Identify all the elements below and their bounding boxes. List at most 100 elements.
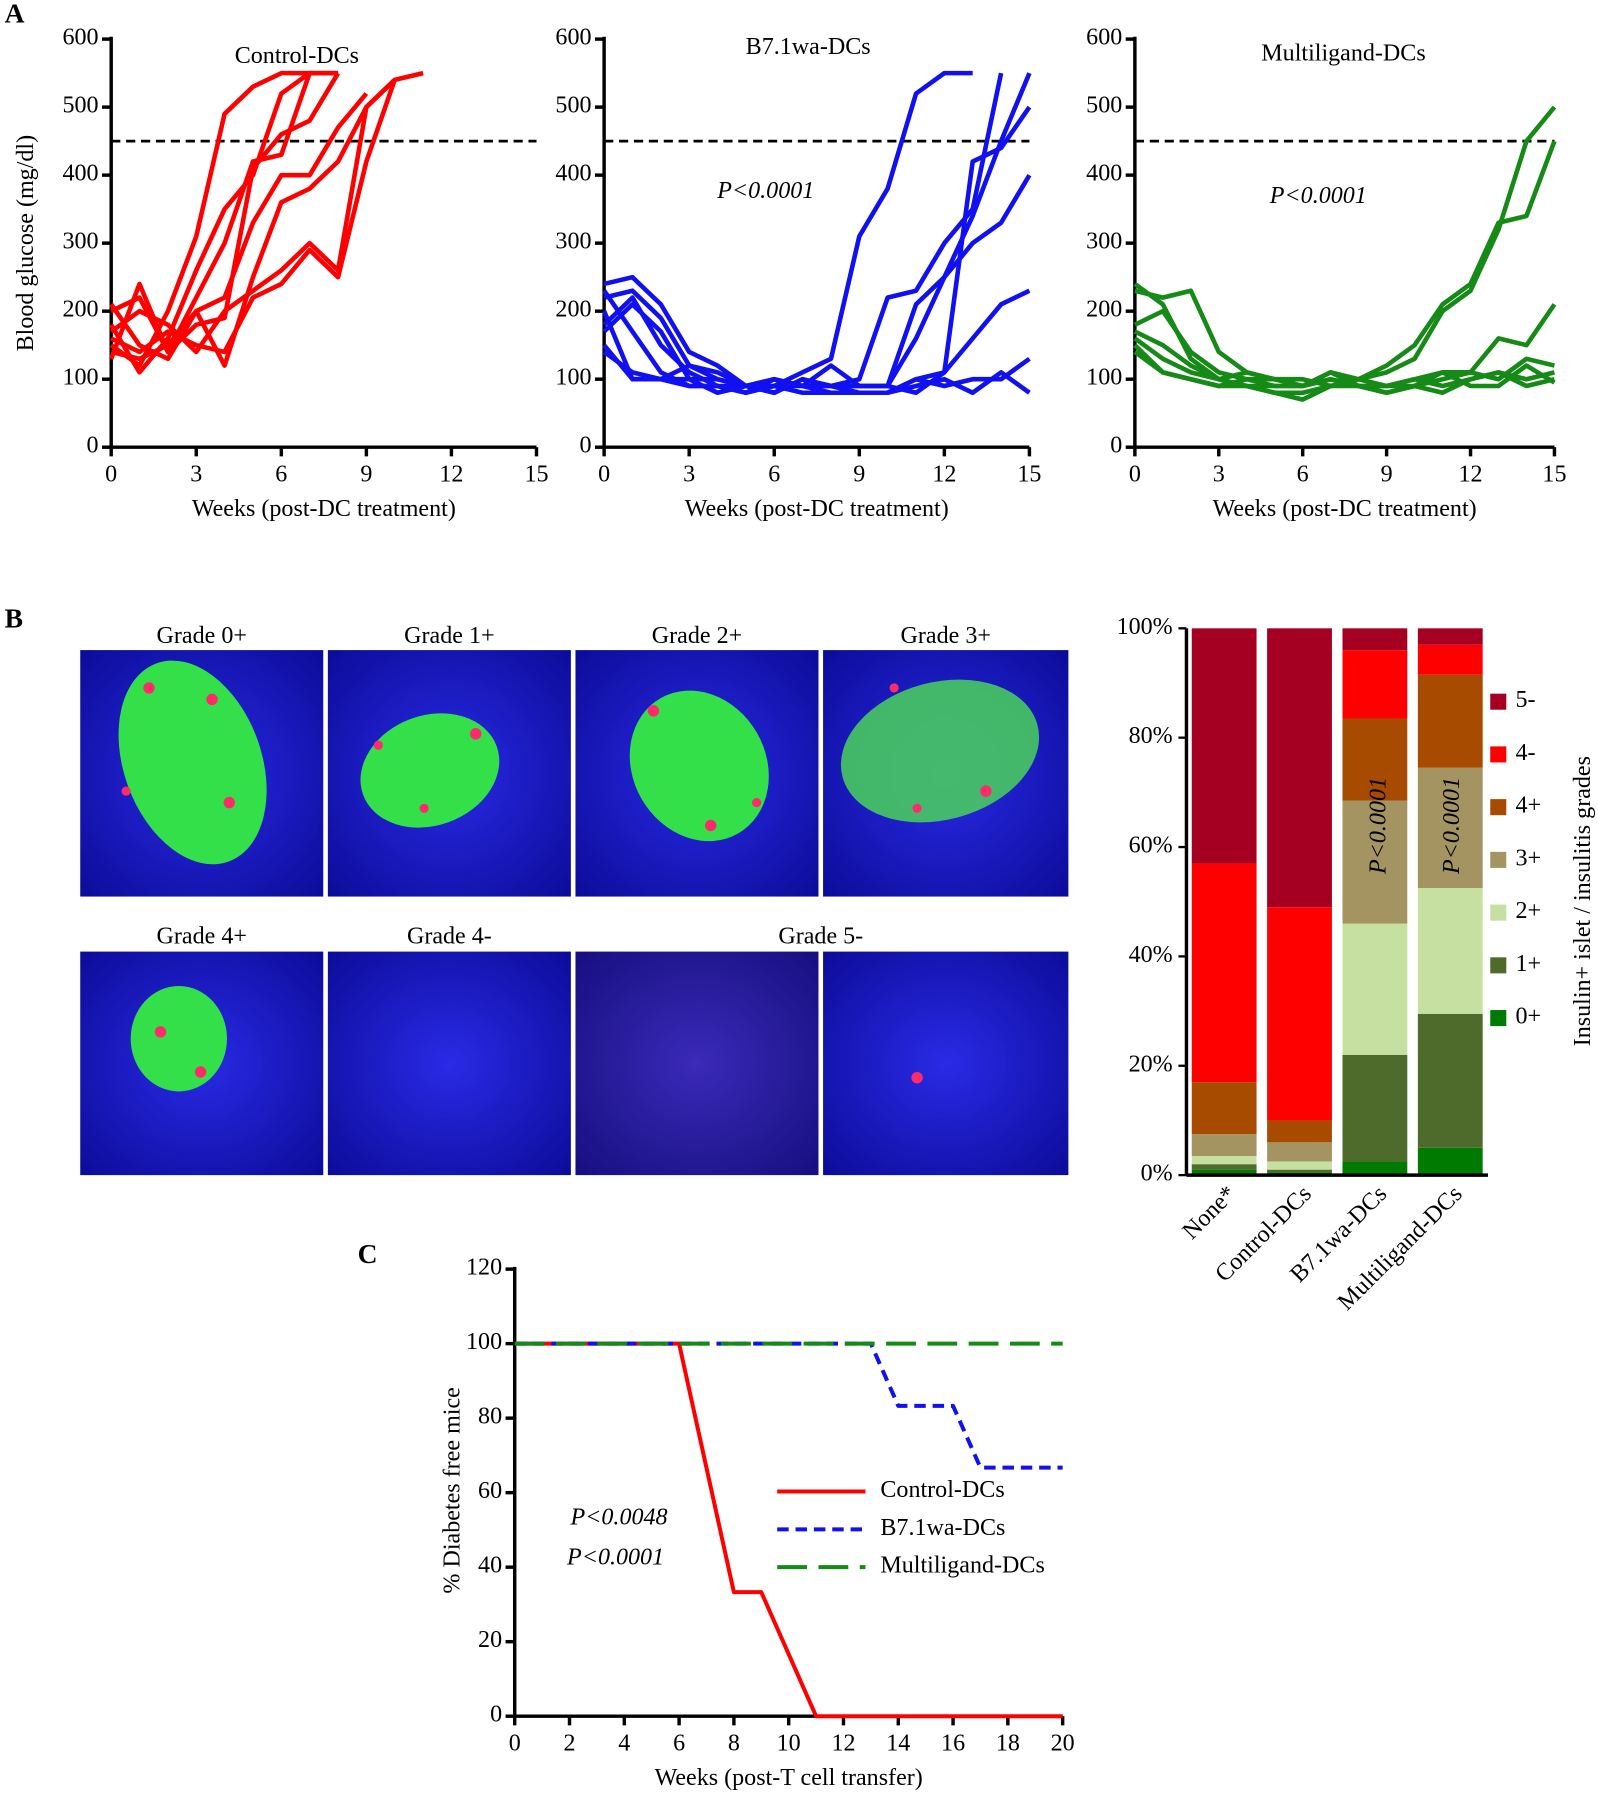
y-tick-label: 80% — [1129, 723, 1173, 749]
series-line — [109, 78, 397, 355]
islet — [130, 985, 227, 1092]
y-tick-label: 100 — [1086, 365, 1122, 391]
legend-label: 2+ — [1515, 898, 1541, 924]
legend-label: 4+ — [1515, 793, 1541, 819]
x-tick-label: None* — [1178, 1181, 1242, 1245]
legend-label: 5- — [1515, 687, 1535, 713]
x-tick-label: 15 — [1017, 461, 1041, 487]
micrograph-label: Grade 5- — [778, 923, 863, 949]
y-tick-label: 400 — [555, 161, 591, 187]
bar-segment — [1267, 1120, 1332, 1143]
islet — [360, 713, 500, 828]
x-tick-label: 12 — [439, 461, 463, 487]
y-tick-label: 0 — [490, 1702, 502, 1728]
bar-segment — [1191, 1134, 1257, 1156]
y-tick-label: 20% — [1129, 1051, 1173, 1077]
chart-title: Control-DCs — [235, 43, 359, 69]
bar-segment — [1191, 1164, 1257, 1170]
legend-label: 0+ — [1515, 1004, 1541, 1030]
x-axis-title: Weeks (post-T cell transfer) — [655, 1765, 923, 1791]
micrograph-label: Grade 4- — [407, 923, 492, 949]
x-tick-label: 3 — [190, 461, 202, 487]
legend-swatch — [1490, 957, 1507, 974]
y-tick-label: 100 — [62, 365, 98, 391]
x-tick-label: 6 — [1297, 461, 1309, 487]
y-tick-label: 300 — [555, 229, 591, 255]
x-tick-label: 18 — [996, 1730, 1020, 1756]
micrographs — [80, 650, 1069, 1176]
x-tick-label: 2 — [563, 1730, 575, 1756]
bar-segment — [1417, 767, 1483, 889]
y-tick-label: 300 — [62, 229, 98, 255]
y-tick-label: 200 — [555, 297, 591, 323]
series-line — [514, 1341, 1063, 1470]
y-tick-label: 60 — [478, 1478, 502, 1504]
y-tick-label: 40% — [1129, 942, 1173, 968]
legend-swatch — [1490, 851, 1507, 868]
legend-label: 4- — [1515, 740, 1535, 766]
y-tick-label: 500 — [62, 93, 98, 119]
legend-swatch — [1490, 746, 1507, 763]
islet — [840, 679, 1040, 823]
legend-label: 1+ — [1515, 951, 1541, 977]
x-tick-label: 4 — [618, 1730, 630, 1756]
chart-title: B7.1wa-DCs — [746, 34, 871, 60]
legend-swatch — [1490, 799, 1507, 816]
x-tick-label: 0 — [509, 1730, 521, 1756]
y-tick-label: 500 — [555, 93, 591, 119]
panel-label: C — [358, 1238, 378, 1269]
y-tick-label: 600 — [555, 25, 591, 51]
y-tick-label: 200 — [1086, 297, 1122, 323]
y-tick-label: 0 — [87, 433, 99, 459]
x-tick-label: 16 — [941, 1730, 965, 1756]
bar-segment — [1342, 628, 1408, 651]
bar-segment — [1342, 1161, 1408, 1176]
y-tick-label: 0 — [1110, 433, 1122, 459]
y-axis-title: Insulin+ islet / insulitis grades — [1570, 756, 1596, 1046]
series-line — [109, 70, 339, 375]
bar-segment — [1267, 1169, 1332, 1173]
y-tick-label: 80 — [478, 1404, 502, 1430]
x-tick-label: 6 — [768, 461, 780, 487]
y-tick-label: 100 — [555, 365, 591, 391]
panel-label: B — [5, 603, 23, 634]
legend-label: Multiligand-DCs — [880, 1553, 1044, 1579]
bar-segment — [1417, 674, 1483, 768]
islet — [118, 660, 267, 865]
x-tick-label: 9 — [1381, 461, 1393, 487]
annotation: P<0.0001 — [1366, 777, 1392, 875]
bar-segment — [1191, 628, 1257, 864]
bar-segment — [1417, 628, 1483, 645]
micrograph-tile — [327, 951, 571, 1176]
annotation: P<0.0001 — [566, 1545, 664, 1571]
series-line — [602, 350, 1031, 396]
y-tick-label: 0% — [1141, 1161, 1173, 1187]
x-tick-label: 0 — [105, 461, 117, 487]
series-line — [1133, 329, 1556, 402]
y-tick-label: 500 — [1086, 93, 1122, 119]
y-tick-label: 60% — [1129, 833, 1173, 859]
bar-segment — [1342, 800, 1408, 924]
series-line — [602, 72, 1032, 396]
x-tick-label: 12 — [831, 1730, 855, 1756]
legend-swatch — [1490, 693, 1507, 710]
bar-segment — [1342, 718, 1408, 801]
legend-swatch — [1490, 1010, 1507, 1027]
x-tick-label: 0 — [1129, 461, 1141, 487]
annotation: P<0.0001 — [1439, 777, 1465, 875]
legend-label: B7.1wa-DCs — [880, 1515, 1005, 1541]
bar-segment — [1342, 650, 1408, 719]
y-tick-label: 100% — [1117, 614, 1173, 640]
x-tick-label: 14 — [886, 1730, 910, 1756]
x-tick-label: 15 — [524, 461, 548, 487]
x-tick-label: 12 — [1458, 461, 1482, 487]
x-tick-label: 6 — [275, 461, 287, 487]
y-tick-label: 300 — [1086, 229, 1122, 255]
x-tick-label: 3 — [683, 461, 695, 487]
x-tick-label: 6 — [673, 1730, 685, 1756]
x-tick-label: 10 — [777, 1730, 801, 1756]
y-tick-label: 40 — [478, 1553, 502, 1579]
y-tick-label: 600 — [1086, 25, 1122, 51]
